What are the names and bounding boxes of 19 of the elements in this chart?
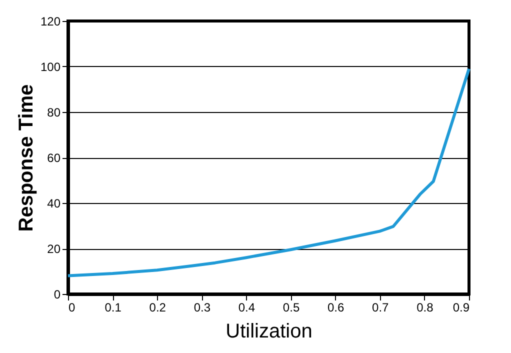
y-tick-label: 120 xyxy=(40,14,61,28)
y-tick-label: 80 xyxy=(47,106,61,120)
x-tick-label: 0.2 xyxy=(149,300,166,314)
x-tick-label: 0.5 xyxy=(282,300,300,314)
x-tick-label: 0.4 xyxy=(238,300,256,314)
x-tick-label: 0 xyxy=(68,300,76,314)
y-tick-label: 100 xyxy=(40,60,61,74)
y-tick-label: 0 xyxy=(54,288,61,302)
x-axis-title: Utilization xyxy=(226,320,312,342)
x-tick-label: 0.8 xyxy=(416,300,434,314)
y-axis-title: Response Time xyxy=(15,84,38,232)
x-tick-label: 0.3 xyxy=(194,300,211,314)
y-tick-label: 60 xyxy=(47,151,61,165)
y-tick-label: 40 xyxy=(47,196,61,210)
x-tick-label: 0.1 xyxy=(104,300,122,314)
x-tick-label: 0.9 xyxy=(452,300,470,314)
y-tick-label: 20 xyxy=(47,242,61,256)
x-tick-label: 0.6 xyxy=(327,300,344,314)
x-tick-label: 0.7 xyxy=(372,300,390,314)
